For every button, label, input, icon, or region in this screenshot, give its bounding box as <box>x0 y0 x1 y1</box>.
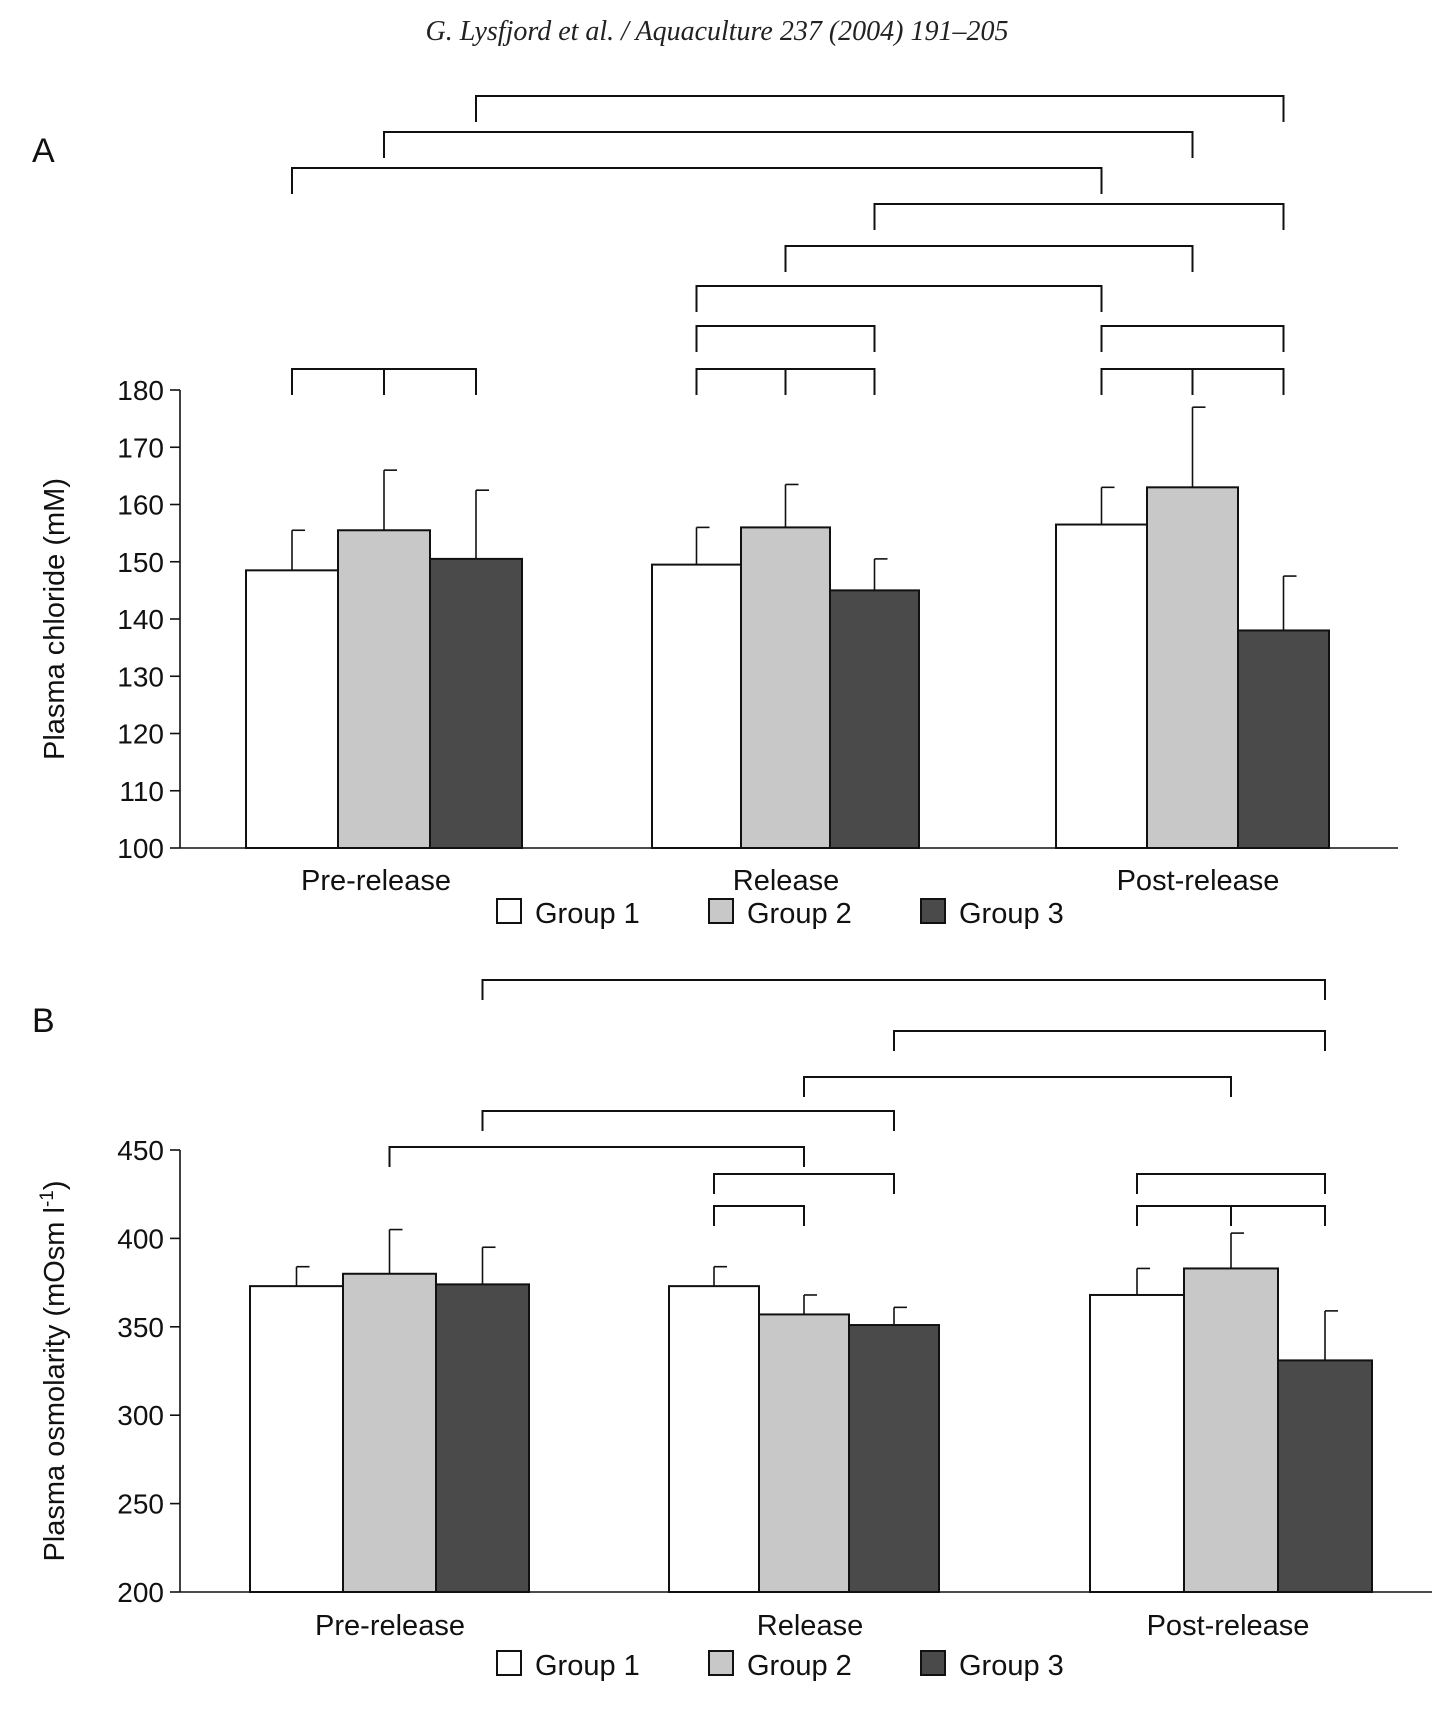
legend-swatch-group-1 <box>496 1650 522 1676</box>
bar-3-Post-release <box>1277 1359 1373 1593</box>
panel-label: A <box>32 132 55 170</box>
significance-bracket <box>481 1110 895 1131</box>
y-tick-label: 400 <box>117 1223 164 1254</box>
y-tick-label: 170 <box>117 432 164 463</box>
significance-bracket <box>481 979 1326 1000</box>
x-category-label: Post-release <box>1117 865 1280 897</box>
significance-bracket <box>383 368 477 395</box>
y-tick-label: 200 <box>117 1577 164 1608</box>
x-category-label: Pre-release <box>301 865 451 897</box>
bar-2-Post-release <box>1183 1267 1279 1594</box>
y-tick-label: 450 <box>117 1135 164 1166</box>
panel-label: B <box>32 1002 55 1040</box>
bar-2-Release <box>758 1313 850 1593</box>
significance-bracket <box>695 368 787 395</box>
significance-bracket <box>695 325 876 352</box>
x-category-label: Pre-release <box>315 1610 465 1642</box>
y-tick-label: 350 <box>117 1312 164 1343</box>
bar-2-Pre-release <box>342 1272 437 1593</box>
legend-swatch-group-2 <box>708 898 734 924</box>
bar-1-Post-release <box>1055 523 1148 849</box>
bar-1-Pre-release <box>249 1285 344 1593</box>
y-tick-label: 100 <box>117 833 164 864</box>
bar-1-Post-release <box>1089 1293 1185 1593</box>
significance-bracket <box>893 1030 1326 1051</box>
significance-bracket <box>383 131 1194 158</box>
y-axis-label-end: ) <box>39 1180 71 1190</box>
significance-bracket <box>475 95 1285 122</box>
significance-bracket <box>1100 368 1194 395</box>
significance-bracket <box>695 285 1103 312</box>
legend-swatch-group-2 <box>708 1650 734 1676</box>
y-axis-label-superscript: -1 <box>37 1190 58 1207</box>
significance-bracket <box>784 368 876 395</box>
bar-1-Release <box>651 563 742 849</box>
bar-1-Pre-release <box>245 569 339 850</box>
y-axis-label-main: Plasma osmolarity (mOsm l <box>39 1207 71 1562</box>
y-tick-label: 130 <box>117 661 164 692</box>
significance-bracket <box>291 167 1103 194</box>
significance-bracket <box>873 203 1285 230</box>
bar-1-Release <box>668 1285 760 1593</box>
significance-bracket <box>1230 1205 1326 1226</box>
significance-bracket <box>713 1205 805 1226</box>
legend-label: Group 3 <box>959 898 1064 930</box>
significance-bracket <box>291 368 385 395</box>
bar-3-Release <box>829 589 920 849</box>
x-category-label: Release <box>733 865 839 897</box>
legend-swatch-group-1 <box>496 898 522 924</box>
legend-swatch-group-3 <box>920 1650 946 1676</box>
legend-label: Group 1 <box>535 1650 640 1682</box>
significance-bracket <box>1100 325 1285 352</box>
legend-label: Group 1 <box>535 898 640 930</box>
page-header: G. Lysfjord et al. / Aquaculture 237 (20… <box>425 16 1009 47</box>
y-tick-label: 110 <box>119 776 164 807</box>
y-tick-label: 250 <box>117 1489 164 1520</box>
y-tick-label: 120 <box>117 719 164 750</box>
y-axis-label: Plasma chloride (mM) <box>39 478 71 760</box>
bar-3-Pre-release <box>429 557 523 849</box>
bar-3-Pre-release <box>435 1283 530 1594</box>
y-axis-label: Plasma osmolarity (mOsm l-1) <box>37 1180 71 1561</box>
significance-bracket <box>1136 1173 1326 1194</box>
bar-3-Post-release <box>1237 629 1330 850</box>
chart-panel-B: B 200 250 300 350 400 450 Plasma osmolarity (mO… <box>32 979 1432 1682</box>
bar-2-Release <box>740 526 831 850</box>
bar-3-Release <box>848 1324 940 1593</box>
legend-label: Group 2 <box>747 898 852 930</box>
y-tick-label: 180 <box>117 375 164 406</box>
significance-bracket <box>1191 368 1285 395</box>
legend-label: Group 3 <box>959 1650 1064 1682</box>
significance-bracket <box>803 1076 1232 1097</box>
y-tick-label: 150 <box>117 547 164 578</box>
significance-bracket <box>713 1173 895 1194</box>
bar-2-Pre-release <box>337 529 431 849</box>
legend-swatch-group-3 <box>920 898 946 924</box>
y-tick-label: 160 <box>117 490 164 521</box>
y-tick-label: 140 <box>117 604 164 635</box>
significance-bracket <box>388 1146 805 1167</box>
bar-2-Post-release <box>1146 486 1239 849</box>
chart-panel-A: A 100 110 120 130 140 150 160 170 180 Plasma chlor… <box>32 95 1398 930</box>
significance-bracket <box>784 245 1194 272</box>
x-category-label: Release <box>757 1610 863 1642</box>
significance-bracket <box>1136 1205 1232 1226</box>
y-tick-label: 300 <box>117 1400 164 1431</box>
x-category-label: Post-release <box>1147 1610 1310 1642</box>
legend-label: Group 2 <box>747 1650 852 1682</box>
